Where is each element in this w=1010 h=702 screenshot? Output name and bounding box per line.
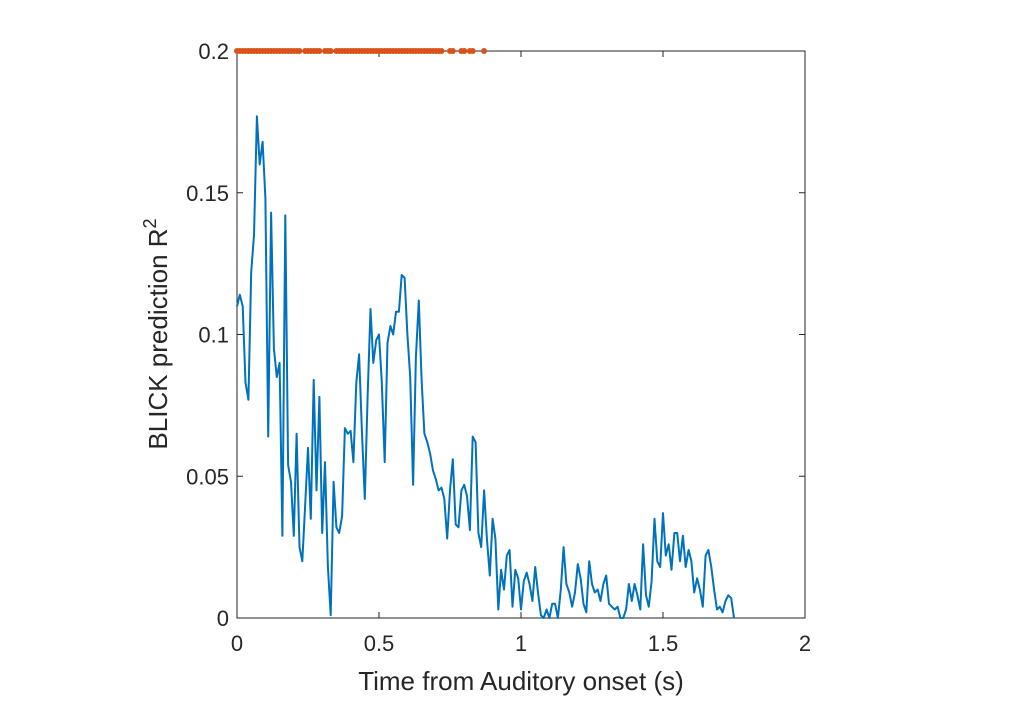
y-tick-label: 0.15 <box>186 181 229 206</box>
x-tick-label: 0.5 <box>364 631 395 656</box>
significance-marker <box>296 48 303 54</box>
y-axis-ticks: 0 0.05 0.1 0.15 0.2 <box>186 39 805 631</box>
plot-area <box>237 51 805 618</box>
significance-marker <box>327 48 334 54</box>
x-axis-ticks: 0 0.5 1 1.5 2 <box>231 51 811 656</box>
series-line-r2 <box>236 115 735 619</box>
significance-marker <box>481 48 488 54</box>
significance-markers <box>234 48 488 54</box>
x-tick-label: 1 <box>515 631 527 656</box>
significance-marker <box>438 48 445 54</box>
y-tick-label: 0.2 <box>198 39 229 64</box>
significance-marker <box>469 48 476 54</box>
significance-marker <box>461 48 468 54</box>
y-tick-label: 0.1 <box>198 323 229 348</box>
y-axis-label: BLICK prediction R2 <box>140 218 173 449</box>
y-tick-label: 0 <box>217 606 229 631</box>
y-axis-label-main: BLICK prediction R <box>143 228 173 449</box>
y-axis-label-superscript: 2 <box>140 218 160 228</box>
significance-marker <box>449 48 456 54</box>
x-axis-label: Time from Auditory onset (s) <box>358 666 684 696</box>
x-tick-label: 2 <box>799 631 811 656</box>
y-tick-label: 0.05 <box>186 464 229 489</box>
x-tick-label: 0 <box>231 631 243 656</box>
significance-marker <box>316 48 323 54</box>
x-tick-label: 1.5 <box>648 631 679 656</box>
